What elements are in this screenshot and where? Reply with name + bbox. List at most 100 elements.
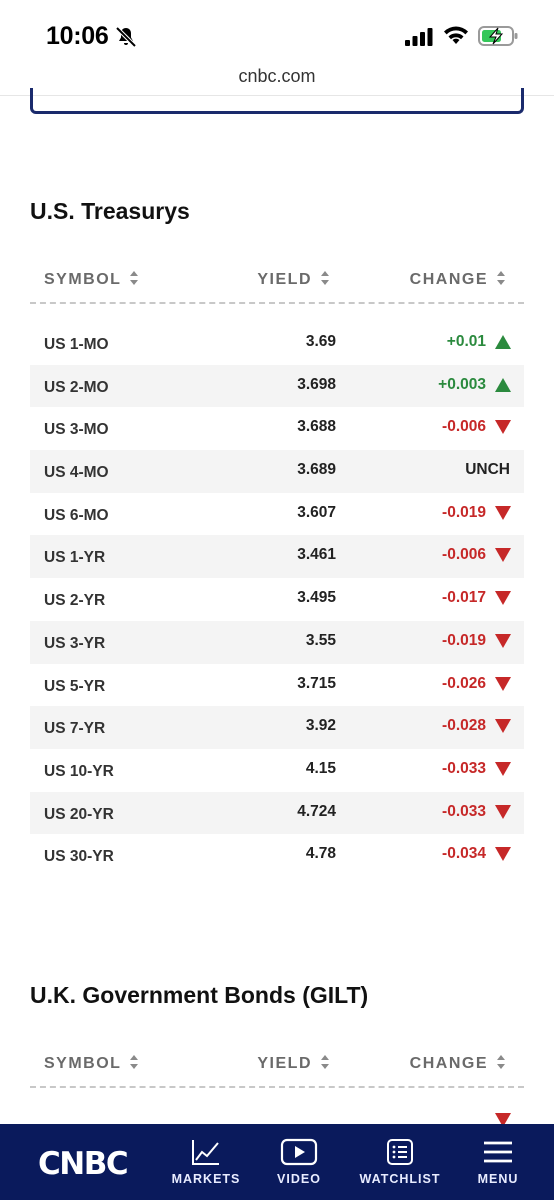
nav-video-label: VIDEO bbox=[277, 1172, 321, 1186]
row-yield: 3.92 bbox=[305, 717, 336, 735]
nav-video[interactable]: VIDEO bbox=[266, 1138, 332, 1186]
list-icon bbox=[387, 1139, 413, 1165]
row-yield: 3.688 bbox=[297, 418, 336, 436]
row-symbol[interactable]: US 5-YR bbox=[44, 677, 106, 695]
row-yield: 4.78 bbox=[305, 845, 336, 863]
table-row[interactable]: US 1-MO 3.69 +0.01 bbox=[30, 322, 524, 365]
table-row[interactable]: US 3-MO 3.688 -0.006 bbox=[30, 407, 524, 450]
table-row[interactable]: US 1-YR 3.461 -0.006 bbox=[30, 535, 524, 579]
down-arrow-icon bbox=[495, 633, 511, 648]
down-arrow-icon bbox=[495, 676, 511, 691]
nav-markets-label: MARKETS bbox=[171, 1172, 241, 1186]
row-yield: 3.461 bbox=[297, 546, 336, 564]
sort-icon bbox=[497, 271, 505, 285]
row-change: -0.033 bbox=[442, 759, 486, 777]
table-row[interactable]: US 20-YR 4.724 -0.033 bbox=[30, 791, 524, 835]
down-arrow-icon bbox=[495, 548, 511, 563]
column-header-change[interactable]: CHANGE bbox=[410, 270, 506, 289]
up-arrow-icon bbox=[495, 335, 511, 349]
table-row[interactable]: US 10-YR 4.15 -0.033 bbox=[30, 749, 524, 792]
nav-watchlist[interactable]: WATCHLIST bbox=[354, 1138, 446, 1186]
down-arrow-icon bbox=[495, 761, 511, 776]
nav-menu-label: MENU bbox=[477, 1172, 519, 1186]
column-header-change[interactable]: CHANGE bbox=[410, 1054, 506, 1073]
row-symbol[interactable]: US 3-YR bbox=[44, 634, 106, 652]
battery-charging-icon bbox=[478, 26, 518, 46]
down-arrow-icon bbox=[495, 420, 511, 435]
row-yield: 3.715 bbox=[297, 674, 336, 692]
table-row[interactable]: US 7-YR 3.92 -0.028 bbox=[30, 706, 524, 749]
row-symbol[interactable]: US 20-YR bbox=[44, 805, 114, 823]
row-change: -0.026 bbox=[442, 674, 486, 692]
table-row[interactable]: US 6-MO 3.607 -0.019 bbox=[30, 493, 524, 536]
sort-icon bbox=[321, 1055, 329, 1069]
row-symbol[interactable]: US 2-MO bbox=[44, 378, 109, 396]
url-text: cnbc.com bbox=[238, 66, 316, 86]
row-change: -0.028 bbox=[442, 717, 486, 735]
row-change: -0.006 bbox=[442, 546, 486, 564]
row-symbol[interactable]: US 6-MO bbox=[44, 506, 109, 524]
row-symbol[interactable]: US 3-MO bbox=[44, 421, 109, 439]
sort-icon bbox=[497, 1055, 505, 1069]
row-symbol[interactable]: US 30-YR bbox=[44, 848, 114, 866]
section-title-gilt: U.K. Government Bonds (GILT) bbox=[30, 982, 369, 1008]
treasurys-table-header: SYMBOL YIELD CHANGE bbox=[30, 258, 524, 304]
row-change: -0.034 bbox=[442, 845, 486, 863]
nav-markets[interactable]: MARKETS bbox=[168, 1138, 244, 1186]
row-symbol[interactable]: US 1-MO bbox=[44, 336, 109, 353]
row-yield: 4.15 bbox=[305, 759, 336, 777]
down-arrow-icon bbox=[495, 804, 511, 819]
row-yield: 3.69 bbox=[305, 333, 336, 350]
cnbc-logo[interactable]: CNBC bbox=[38, 1146, 129, 1182]
play-icon bbox=[280, 1138, 318, 1166]
sort-icon bbox=[130, 271, 139, 285]
row-yield: 3.55 bbox=[305, 631, 336, 649]
sort-icon bbox=[130, 1055, 139, 1069]
down-arrow-icon bbox=[495, 591, 511, 606]
row-change: -0.017 bbox=[442, 589, 486, 607]
row-yield: 3.495 bbox=[297, 589, 336, 607]
row-yield: 4.724 bbox=[297, 802, 336, 820]
table-row[interactable]: US 4-MO 3.689 UNCH bbox=[30, 450, 524, 493]
row-change: -0.006 bbox=[442, 418, 486, 436]
column-header-symbol[interactable]: SYMBOL bbox=[44, 1054, 139, 1073]
row-symbol[interactable]: US 4-MO bbox=[44, 464, 109, 482]
row-yield: 3.607 bbox=[297, 503, 336, 521]
row-change: -0.019 bbox=[442, 503, 486, 521]
wifi-icon bbox=[444, 26, 468, 44]
table-row[interactable]: US 2-MO 3.698 +0.003 bbox=[30, 364, 524, 408]
row-yield: 3.698 bbox=[297, 375, 336, 393]
row-change: +0.01 bbox=[446, 333, 486, 350]
previous-section-box bbox=[30, 88, 524, 114]
chart-line-icon bbox=[192, 1140, 219, 1165]
row-symbol[interactable]: US 7-YR bbox=[44, 720, 106, 738]
row-symbol[interactable]: US 10-YR bbox=[44, 762, 114, 780]
row-symbol[interactable]: US 1-YR bbox=[44, 549, 106, 567]
table-row[interactable]: US 3-YR 3.55 -0.019 bbox=[30, 620, 524, 664]
gilt-table-header: SYMBOL YIELD CHANGE bbox=[30, 1042, 524, 1088]
bell-muted-icon bbox=[115, 26, 137, 48]
sort-icon bbox=[321, 271, 329, 285]
table-row[interactable]: US 30-YR 4.78 -0.034 bbox=[30, 834, 524, 877]
table-row[interactable]: US 2-YR 3.495 -0.017 bbox=[30, 578, 524, 621]
row-yield: 3.689 bbox=[297, 461, 336, 479]
row-symbol[interactable]: US 2-YR bbox=[44, 592, 106, 610]
column-header-symbol[interactable]: SYMBOL bbox=[44, 270, 139, 289]
down-arrow-icon bbox=[495, 719, 511, 734]
row-change: -0.019 bbox=[442, 631, 486, 649]
down-arrow-icon bbox=[495, 1113, 511, 1126]
row-change: +0.003 bbox=[438, 375, 486, 393]
status-time: 10:06 bbox=[46, 22, 109, 50]
row-change: UNCH bbox=[465, 461, 510, 479]
treasurys-table-body: US 1-MO 3.69 +0.01 US 2-MO 3.698 +0.003 US 3-M… bbox=[30, 322, 524, 877]
bottom-nav: CNBC MARKETS VIDEO WATCHLIST MENU bbox=[0, 1124, 554, 1200]
down-arrow-icon bbox=[495, 505, 511, 520]
column-header-yield[interactable]: YIELD bbox=[257, 270, 330, 289]
section-title-treasurys: U.S. Treasurys bbox=[30, 198, 190, 224]
browser-url-bar[interactable]: cnbc.com bbox=[0, 62, 554, 96]
table-row[interactable]: US 5-YR 3.715 -0.026 bbox=[30, 664, 524, 707]
nav-menu[interactable]: MENU bbox=[470, 1138, 526, 1186]
row-change: -0.033 bbox=[442, 802, 486, 820]
up-arrow-icon bbox=[495, 377, 511, 392]
column-header-yield[interactable]: YIELD bbox=[257, 1054, 330, 1073]
